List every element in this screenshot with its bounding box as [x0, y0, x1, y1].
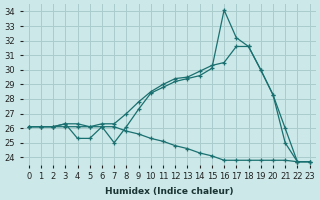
X-axis label: Humidex (Indice chaleur): Humidex (Indice chaleur)	[105, 187, 233, 196]
